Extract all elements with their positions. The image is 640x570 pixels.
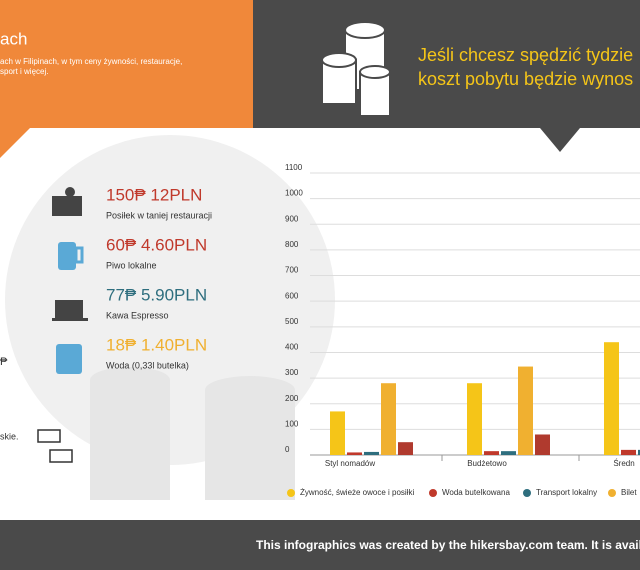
bar (330, 411, 345, 455)
legend-label: Żywność, świeże owoce i posiłki (300, 488, 414, 497)
header-right (253, 0, 640, 128)
bg-coins (90, 367, 295, 500)
bar (364, 451, 379, 455)
price-label: Woda (0,33l butelka) (106, 360, 189, 370)
side-symbol: ₱ (0, 356, 8, 368)
footer-text: This infographics was created by the hik… (256, 538, 640, 552)
legend-marker (523, 489, 531, 497)
y-tick-label: 800 (285, 240, 299, 249)
coins-icon (321, 21, 391, 117)
header-text: sport i więcej. (0, 67, 48, 76)
legend-label: Woda butelkowana (442, 488, 510, 497)
header-arrow (0, 128, 30, 158)
legend-label: Transport lokalny (536, 488, 597, 497)
y-tick-label: 600 (285, 291, 299, 300)
price-label: Piwo lokalne (106, 260, 157, 270)
price: 18₱ 1.40PLN (106, 335, 207, 354)
bar (535, 434, 550, 455)
bar (484, 451, 499, 455)
y-tick-label: 400 (285, 343, 299, 352)
header-text: koszt pobytu będzie wynos (418, 69, 633, 89)
bar (604, 342, 619, 455)
footer (0, 520, 640, 570)
price: 77₱ 5.90PLN (106, 285, 207, 304)
bar (467, 383, 482, 455)
y-tick-label: 0 (285, 445, 290, 454)
y-tick-label: 1000 (285, 189, 303, 198)
bar (638, 449, 640, 455)
legend-marker (429, 489, 437, 497)
x-tick-label: Średn (613, 459, 634, 468)
y-tick-label: 100 (285, 419, 299, 428)
x-tick-label: Styl nomadów (325, 459, 375, 468)
header-arrow (540, 128, 580, 152)
legend-marker (287, 489, 295, 497)
price-label: Kawa Espresso (106, 310, 169, 320)
bar (347, 452, 362, 455)
x-tick-label: Budżetowo (467, 459, 507, 468)
money-icon (37, 429, 73, 463)
header-text: ach w Filipinach, w tym ceny żywności, r… (0, 57, 182, 66)
side-text: skie. (0, 431, 19, 441)
bar (518, 366, 533, 455)
header-title: ach (0, 29, 27, 48)
header-left (0, 0, 253, 128)
y-tick-label: 1100 (285, 163, 303, 172)
header-text: Jeśli chcesz spędzić tydzie (418, 45, 633, 65)
y-tick-label: 500 (285, 317, 299, 326)
bar (621, 449, 636, 455)
bar (501, 451, 516, 455)
price-label: Posiłek w taniej restauracji (106, 210, 212, 220)
bar (398, 442, 413, 455)
price: 150₱ 12PLN (106, 185, 202, 204)
bar (381, 383, 396, 455)
y-tick-label: 300 (285, 368, 299, 377)
price: 60₱ 4.60PLN (106, 235, 207, 254)
y-tick-label: 900 (285, 214, 299, 223)
legend-marker (608, 489, 616, 497)
legend-label: Bilet (621, 488, 637, 497)
price-icons (52, 187, 88, 374)
y-tick-label: 200 (285, 394, 299, 403)
y-tick-label: 700 (285, 266, 299, 275)
